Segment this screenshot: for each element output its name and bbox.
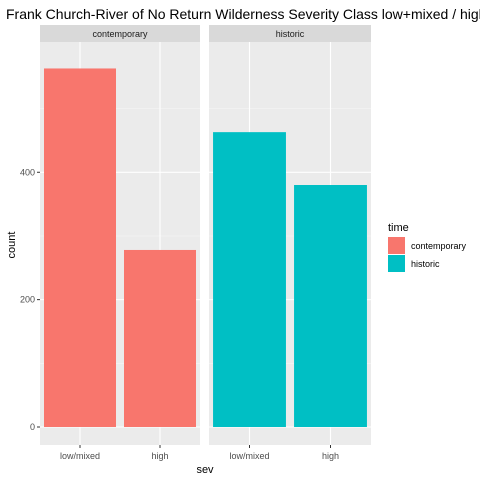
x-tick-label: high bbox=[151, 451, 168, 461]
facet-panel-contemporary: contemporary low/mixed high bbox=[40, 25, 200, 461]
legend-swatch-contemporary bbox=[388, 237, 405, 254]
x-tick-label: low/mixed bbox=[229, 451, 269, 461]
y-axis: 0 200 400 bbox=[20, 167, 40, 432]
x-tick-label: low/mixed bbox=[60, 451, 100, 461]
facet-strip bbox=[40, 25, 200, 42]
legend-label-historic: historic bbox=[411, 259, 440, 269]
facet-panels: contemporary low/mixed high historic low/mix… bbox=[40, 25, 371, 461]
bar-historic-low-mixed bbox=[213, 132, 286, 428]
legend-title: time bbox=[388, 222, 409, 234]
facet-strip-label: historic bbox=[276, 29, 305, 39]
legend-swatch-historic bbox=[388, 255, 405, 272]
x-axis-title: sev bbox=[196, 464, 214, 476]
facet-panel-historic: historic low/mixed high bbox=[209, 25, 371, 461]
bar-contemporary-low-mixed bbox=[44, 68, 116, 428]
facet-strip bbox=[209, 25, 371, 42]
bar-contemporary-high bbox=[124, 249, 196, 427]
y-tick-label: 0 bbox=[30, 422, 35, 432]
y-tick-label: 400 bbox=[20, 167, 35, 177]
chart-title: Frank Church-River of No Return Wilderne… bbox=[6, 6, 480, 22]
bar-historic-high bbox=[294, 185, 367, 427]
facet-strip-label: contemporary bbox=[92, 29, 148, 39]
y-axis-title: count bbox=[6, 232, 18, 259]
legend: time contemporary historic bbox=[388, 222, 467, 272]
legend-label-contemporary: contemporary bbox=[411, 241, 467, 251]
y-tick-label: 200 bbox=[20, 295, 35, 305]
x-tick-label: high bbox=[322, 451, 339, 461]
